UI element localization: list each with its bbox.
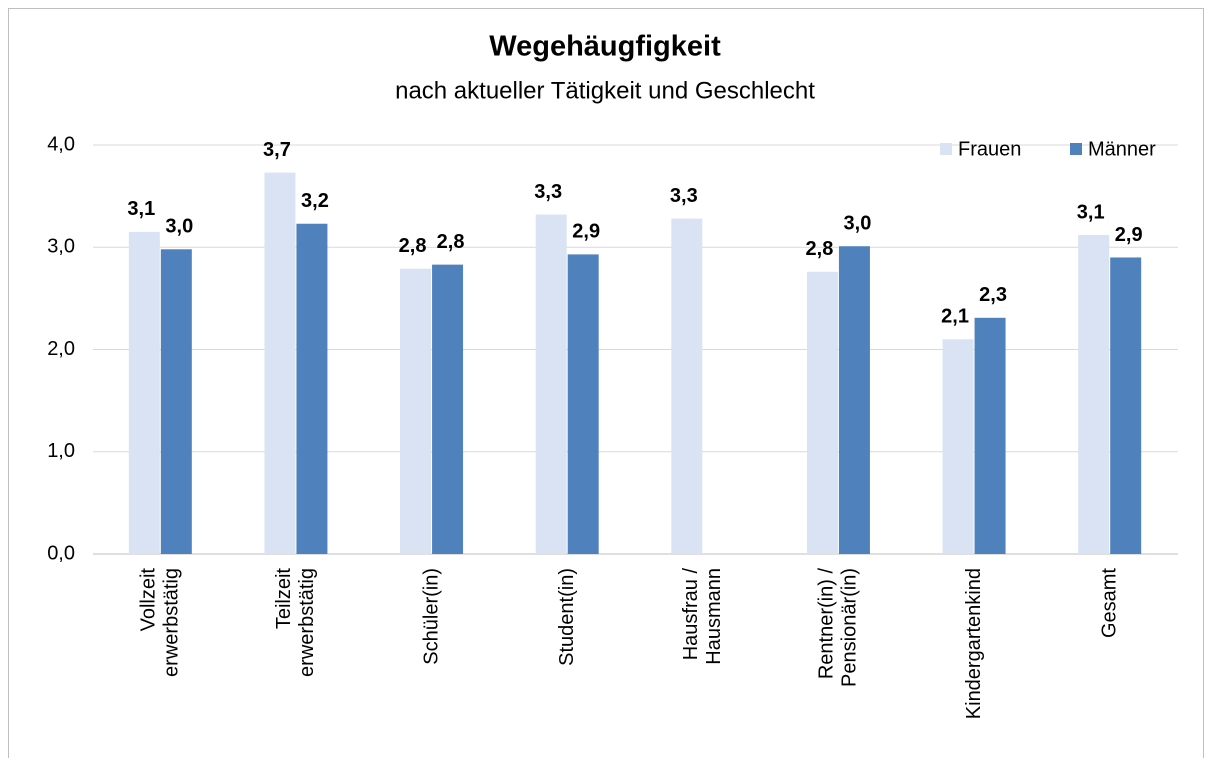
y-tick-label: 3,0 <box>47 236 75 258</box>
x-tick-label-group: Kindergartenkind <box>963 568 985 719</box>
legend-swatch <box>1070 143 1082 155</box>
x-tick-label: Kindergartenkind <box>963 568 985 719</box>
data-label: 2,3 <box>979 284 1007 306</box>
bar <box>1078 234 1110 555</box>
chart-title: Wegehäugfigkeit <box>489 31 721 63</box>
x-tick-label: Schüler(in) <box>420 568 442 665</box>
bar <box>806 271 838 554</box>
y-tick-label: 0,0 <box>47 542 75 564</box>
data-label: 2,9 <box>1115 224 1143 246</box>
data-label: 2,9 <box>572 221 600 243</box>
bar <box>974 317 1006 554</box>
x-tick-label-group: Schüler(in) <box>420 568 442 665</box>
data-label: 3,7 <box>263 139 291 161</box>
data-label: 2,1 <box>941 306 969 328</box>
x-tick-label: Gesamt <box>1098 568 1120 638</box>
data-label: 3,0 <box>165 216 193 238</box>
legend-label: Männer <box>1088 138 1156 160</box>
data-label: 3,3 <box>670 185 698 207</box>
y-tick-label: 4,0 <box>47 133 75 155</box>
x-tick-label: Teilzeit <box>273 568 295 630</box>
x-tick-label-group: Hausfrau / Hausmann <box>680 568 725 665</box>
data-label: 2,8 <box>399 235 427 257</box>
data-label: 2,8 <box>806 238 834 260</box>
bar <box>1110 257 1142 554</box>
bar <box>296 223 328 555</box>
bar <box>160 249 192 555</box>
y-tick-label: 1,0 <box>47 440 75 462</box>
data-label: 3,3 <box>534 181 562 203</box>
legend-swatch <box>940 143 952 155</box>
x-tick-label: Vollzeit <box>138 568 160 632</box>
x-tick-label-group: Rentner(in) / Pensionär(in) <box>816 568 861 687</box>
legend-label: Frauen <box>958 138 1021 160</box>
x-tick-label-group: Gesamt <box>1098 568 1120 638</box>
data-label: 3,0 <box>844 213 872 235</box>
data-label: 3,1 <box>127 198 155 220</box>
data-label: 2,8 <box>437 231 465 253</box>
data-label: 3,1 <box>1077 201 1105 223</box>
x-tick-label: Hausfrau / <box>680 568 702 661</box>
bar <box>942 339 974 554</box>
x-tick-label-group: Teilzeit erwerbstätig <box>273 568 318 677</box>
y-tick-label: 2,0 <box>47 338 75 360</box>
bar <box>671 218 703 554</box>
bar <box>128 231 160 554</box>
x-tick-label-group: Student(in) <box>556 568 578 666</box>
x-tick-label: erwerbstätig <box>161 568 183 677</box>
bar <box>264 172 296 555</box>
chart-subtitle: nach aktueller Tätigkeit und Geschlecht <box>395 77 815 104</box>
bar <box>567 254 599 554</box>
chart-border <box>8 8 1204 763</box>
x-tick-label-group: Vollzeit erwerbstätig <box>138 568 183 677</box>
x-tick-label: Pensionär(in) <box>839 568 861 687</box>
bar <box>535 214 567 554</box>
data-label: 3,2 <box>301 190 329 212</box>
bar <box>400 268 432 554</box>
x-tick-label: Rentner(in) / <box>816 568 838 680</box>
x-tick-label: Student(in) <box>556 568 578 666</box>
x-tick-label: Hausmann <box>703 568 725 665</box>
bar <box>838 246 870 555</box>
bar <box>432 264 464 554</box>
x-tick-label: erwerbstätig <box>296 568 318 677</box>
